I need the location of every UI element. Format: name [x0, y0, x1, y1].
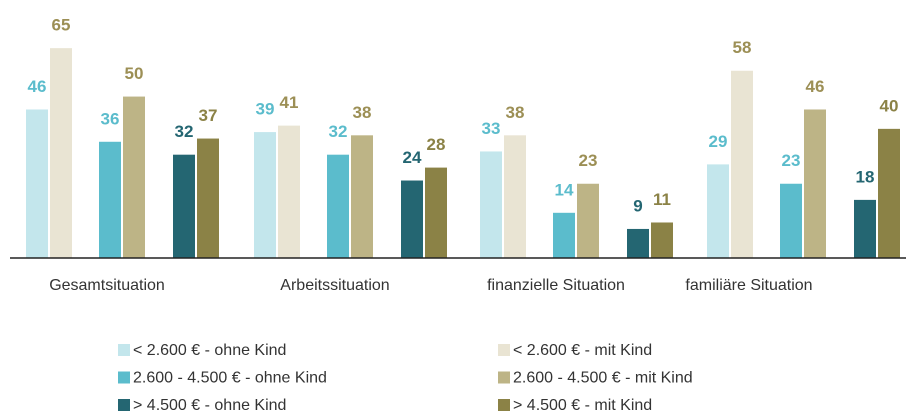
value-label: 32	[175, 122, 194, 141]
legend-swatch	[118, 371, 130, 384]
bar	[627, 228, 649, 258]
legend-label: < 2.600 € - mit Kind	[513, 342, 652, 359]
bar	[327, 154, 349, 258]
value-label: 11	[653, 190, 671, 209]
bar	[173, 154, 195, 258]
bar	[197, 138, 219, 258]
bar	[99, 141, 121, 258]
bar	[278, 125, 300, 258]
legend-label: 2.600 - 4.500 € - mit Kind	[513, 370, 693, 387]
value-label: 39	[256, 100, 275, 119]
bar	[26, 109, 48, 258]
x-tick-label: Arbeitssituation	[280, 277, 389, 294]
value-label: 32	[329, 122, 348, 141]
value-label: 29	[709, 132, 728, 151]
legend-swatch	[498, 399, 510, 411]
bar	[401, 180, 423, 258]
value-label: 46	[806, 77, 825, 96]
value-label: 41	[280, 93, 299, 112]
bar	[351, 135, 373, 258]
bar	[254, 132, 276, 258]
value-label: 38	[506, 103, 525, 122]
bar	[50, 48, 72, 259]
value-label: 23	[579, 151, 598, 170]
bar	[553, 212, 575, 258]
legend-label: 2.600 - 4.500 € - ohne Kind	[133, 370, 327, 387]
value-label: 58	[733, 38, 752, 57]
bar	[804, 109, 826, 258]
bar	[780, 183, 802, 258]
x-tick-label: Gesamtsituation	[49, 277, 165, 294]
bar	[878, 128, 900, 258]
bar	[707, 164, 729, 258]
x-tick-label: familiäre Situation	[685, 277, 812, 294]
value-label: 40	[880, 96, 899, 115]
value-label: 28	[427, 135, 446, 154]
legend-label: > 4.500 € - mit Kind	[513, 397, 652, 414]
value-label: 23	[782, 151, 801, 170]
bar	[651, 222, 673, 258]
value-label: 36	[101, 109, 120, 128]
legend-swatch	[118, 399, 130, 411]
value-label: 14	[555, 180, 574, 199]
bar	[123, 96, 145, 258]
legend-swatch	[498, 371, 510, 384]
bar	[731, 70, 753, 258]
value-label: 46	[28, 77, 47, 96]
bar	[425, 167, 447, 258]
value-label: 38	[353, 103, 372, 122]
bar	[577, 183, 599, 258]
x-tick-label: finanzielle Situation	[487, 277, 625, 294]
bar	[480, 151, 502, 258]
legend-label: < 2.600 € - ohne Kind	[133, 342, 286, 359]
legend-label: > 4.500 € - ohne Kind	[133, 397, 286, 414]
value-label: 9	[633, 196, 642, 215]
value-label: 24	[403, 148, 422, 167]
bar	[504, 135, 526, 258]
value-label: 37	[199, 106, 218, 125]
legend-swatch	[498, 344, 510, 356]
value-label: 33	[482, 119, 501, 138]
bar	[854, 199, 876, 258]
legend-swatch	[118, 344, 130, 356]
value-label: 18	[856, 167, 875, 186]
value-label: 65	[52, 16, 71, 35]
value-label: 50	[125, 64, 144, 83]
